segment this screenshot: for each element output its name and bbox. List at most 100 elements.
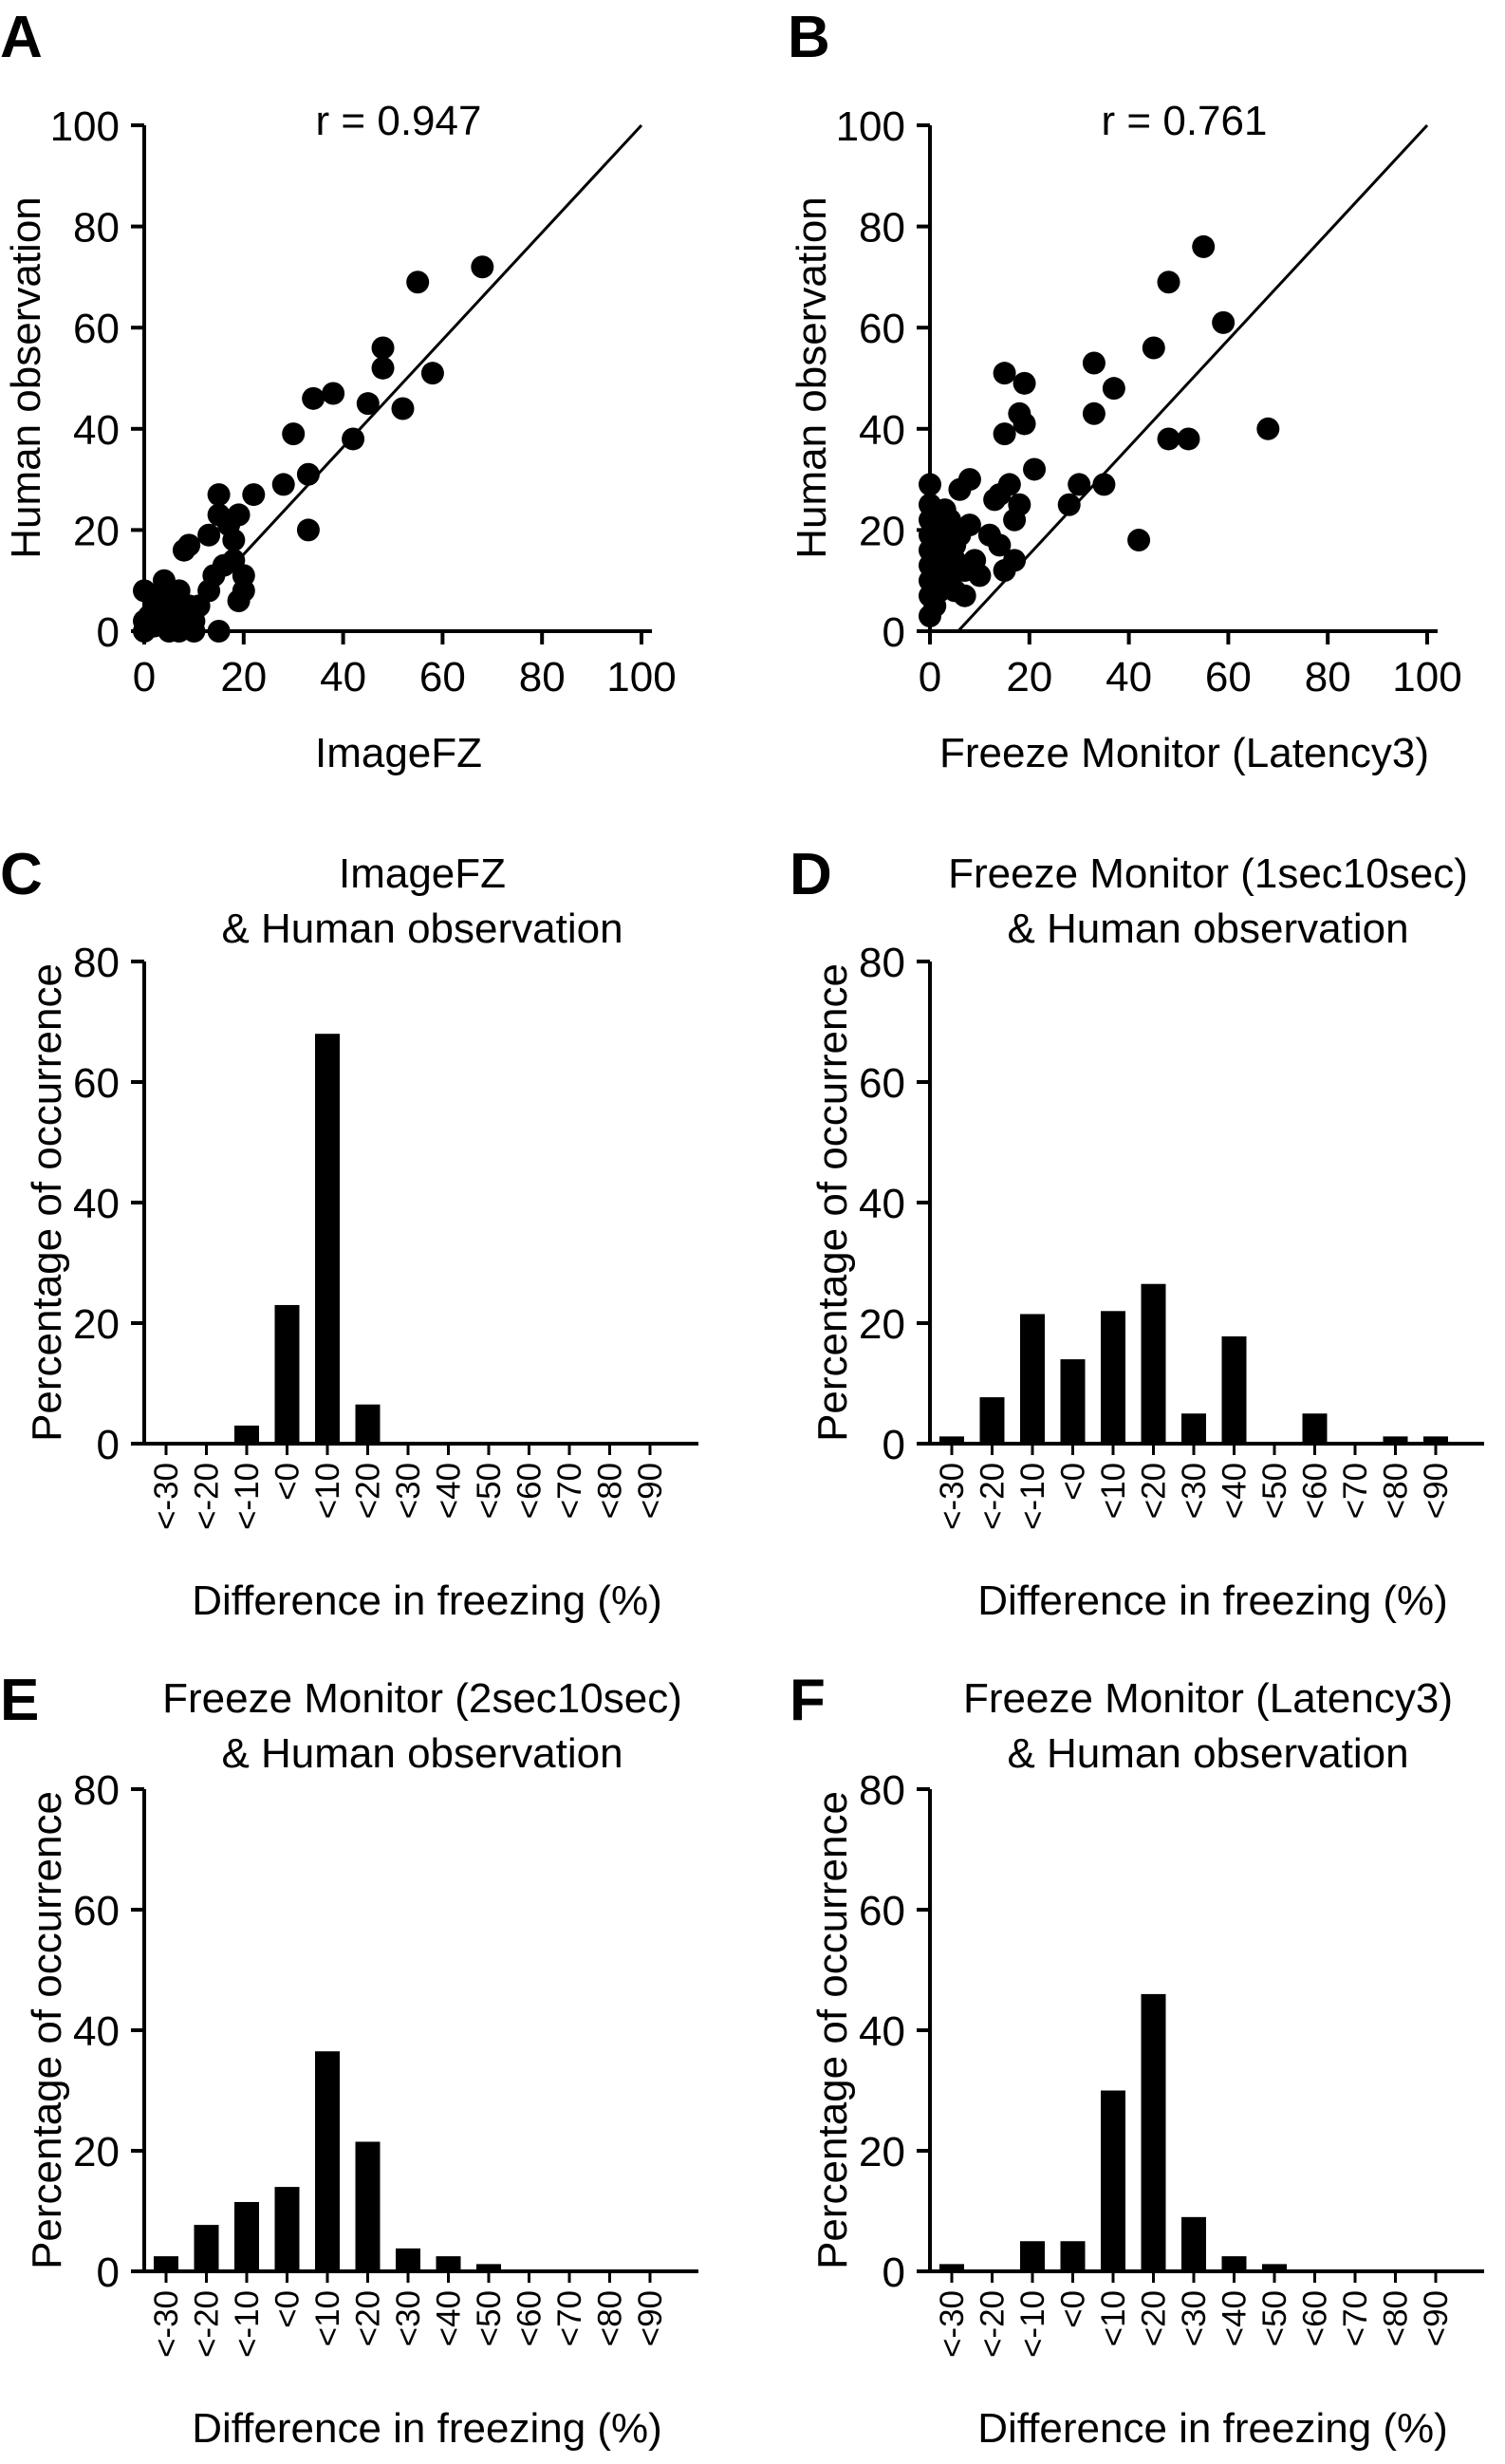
- bar: [154, 2256, 178, 2271]
- data-point: [1008, 493, 1031, 516]
- panel-e: E Freeze Monitor (2sec10sec) & Human obs…: [0, 1668, 698, 2452]
- category-label: <0: [269, 1463, 307, 1501]
- bar: [1141, 1993, 1166, 2271]
- x-axis-label-e: Difference in freezing (%): [192, 2405, 662, 2452]
- data-point: [957, 468, 981, 492]
- chart-title-c: ImageFZ: [339, 850, 506, 897]
- ticks-d: 0 20 40 60 80: [859, 940, 1438, 1468]
- x-axis-label-b: Freeze Monitor (Latency3): [939, 730, 1429, 776]
- data-point: [356, 392, 380, 416]
- x-tick-label: 80: [1305, 654, 1351, 700]
- data-point: [1212, 310, 1236, 334]
- category-label: <-20: [189, 1463, 226, 1530]
- category-label: <30: [390, 2290, 427, 2346]
- data-point: [1142, 336, 1165, 360]
- x-axis-label-c: Difference in freezing (%): [192, 1577, 662, 1624]
- chart-subtitle-c: & Human observation: [221, 905, 622, 952]
- y-tick-label: 20: [73, 1301, 120, 1348]
- category-label: <20: [350, 1463, 387, 1519]
- correlation-annotation-a: r = 0.947: [316, 98, 482, 144]
- category-label: <80: [1378, 2290, 1415, 2346]
- category-labels-d: <-30 <-20 <-10 <0 <10 <20 <30 <40 <50 <60 <70 <80 <9…: [934, 1463, 1455, 1530]
- data-point: [1102, 377, 1125, 401]
- data-point: [371, 336, 395, 360]
- bar: [1221, 2256, 1247, 2271]
- x-tick-label: 0: [919, 654, 941, 700]
- data-point: [1057, 493, 1081, 516]
- chart-title-d: Freeze Monitor (1sec10sec): [948, 850, 1468, 897]
- data-point: [197, 523, 221, 547]
- y-axis-label-e: Percentage of occurrence: [24, 1791, 70, 2269]
- y-tick-label: 60: [73, 306, 120, 352]
- category-label: <40: [1217, 1463, 1254, 1519]
- x-axis-label-f: Difference in freezing (%): [977, 2405, 1448, 2452]
- bars-e: [154, 2051, 501, 2271]
- ticks-a: 0 20 40 60 80 100 0 20 40 60 80 100: [50, 103, 677, 700]
- ticks-c: 0 20 40 60 80: [73, 940, 652, 1468]
- category-label: <40: [431, 2290, 468, 2346]
- bar: [1302, 1413, 1328, 1444]
- category-label: <30: [1176, 2290, 1213, 2346]
- category-label: <20: [1136, 2290, 1173, 2346]
- chart-subtitle-d: & Human observation: [1007, 905, 1408, 952]
- x-tick-label: 60: [1205, 654, 1252, 700]
- panel-letter-f: F: [790, 1668, 826, 1733]
- category-label: <80: [1378, 1463, 1415, 1519]
- data-point: [1092, 473, 1116, 496]
- panel-letter-c: C: [0, 842, 43, 907]
- data-point: [271, 473, 295, 496]
- bar: [315, 2051, 340, 2271]
- bar: [194, 2225, 219, 2271]
- data-point: [1157, 427, 1180, 451]
- bars-c: [234, 1034, 381, 1444]
- bar: [315, 1034, 340, 1444]
- category-label: <-20: [975, 1463, 1012, 1530]
- category-label: <10: [309, 1463, 346, 1519]
- bar: [436, 2256, 461, 2271]
- data-point: [207, 620, 231, 643]
- y-tick-label: 60: [73, 1060, 120, 1107]
- y-tick-label: 40: [859, 1181, 905, 1227]
- category-label: <0: [269, 2290, 307, 2328]
- y-tick-label: 0: [97, 1422, 120, 1468]
- category-label: <-30: [934, 2290, 971, 2358]
- y-tick-label: 40: [73, 2008, 120, 2055]
- panel-letter-d: D: [790, 842, 832, 907]
- category-label: <-10: [1014, 1463, 1051, 1530]
- x-tick-label: 40: [1106, 654, 1152, 700]
- ticks-e: 0 20 40 60 80: [73, 1767, 652, 2296]
- category-label: <0: [1055, 1463, 1092, 1501]
- ticks-b: 0 20 40 60 80 100 0 20 40 60 80 100: [836, 103, 1462, 700]
- bar: [1101, 2090, 1125, 2271]
- x-tick-label: 100: [1392, 654, 1461, 700]
- data-point: [391, 397, 415, 420]
- data-point: [1127, 529, 1151, 552]
- category-label: <90: [632, 2290, 669, 2346]
- category-label: <0: [1055, 2290, 1092, 2328]
- data-point: [1003, 549, 1027, 572]
- data-point: [1023, 457, 1047, 481]
- category-label: <70: [1337, 2290, 1374, 2346]
- bar: [355, 2141, 381, 2271]
- bar: [1181, 1413, 1206, 1444]
- y-tick-label: 0: [883, 609, 905, 656]
- data-point: [342, 427, 365, 451]
- category-label: <80: [592, 1463, 629, 1519]
- x-tick-label: 80: [519, 654, 566, 700]
- category-label: <10: [1095, 1463, 1132, 1519]
- category-label: <-30: [934, 1463, 971, 1530]
- category-label: <30: [390, 1463, 427, 1519]
- data-point: [1256, 417, 1280, 440]
- y-tick-label: 20: [859, 2129, 905, 2175]
- data-point: [957, 513, 981, 537]
- y-axis-label-f: Percentage of occurrence: [809, 1791, 856, 2269]
- category-label: <-30: [148, 2290, 185, 2358]
- bar: [939, 1436, 964, 1444]
- category-label: <70: [1337, 1463, 1374, 1519]
- bar: [1383, 1436, 1408, 1444]
- category-label: <60: [1297, 2290, 1334, 2346]
- chart-subtitle-e: & Human observation: [221, 1730, 622, 1777]
- category-labels-c: <-30 <-20 <-10 <0 <10 <20 <30 <40 <50 <60 <70 <80 <9…: [148, 1463, 669, 1530]
- y-tick-label: 60: [859, 1060, 905, 1107]
- panel-letter-b: B: [788, 5, 830, 70]
